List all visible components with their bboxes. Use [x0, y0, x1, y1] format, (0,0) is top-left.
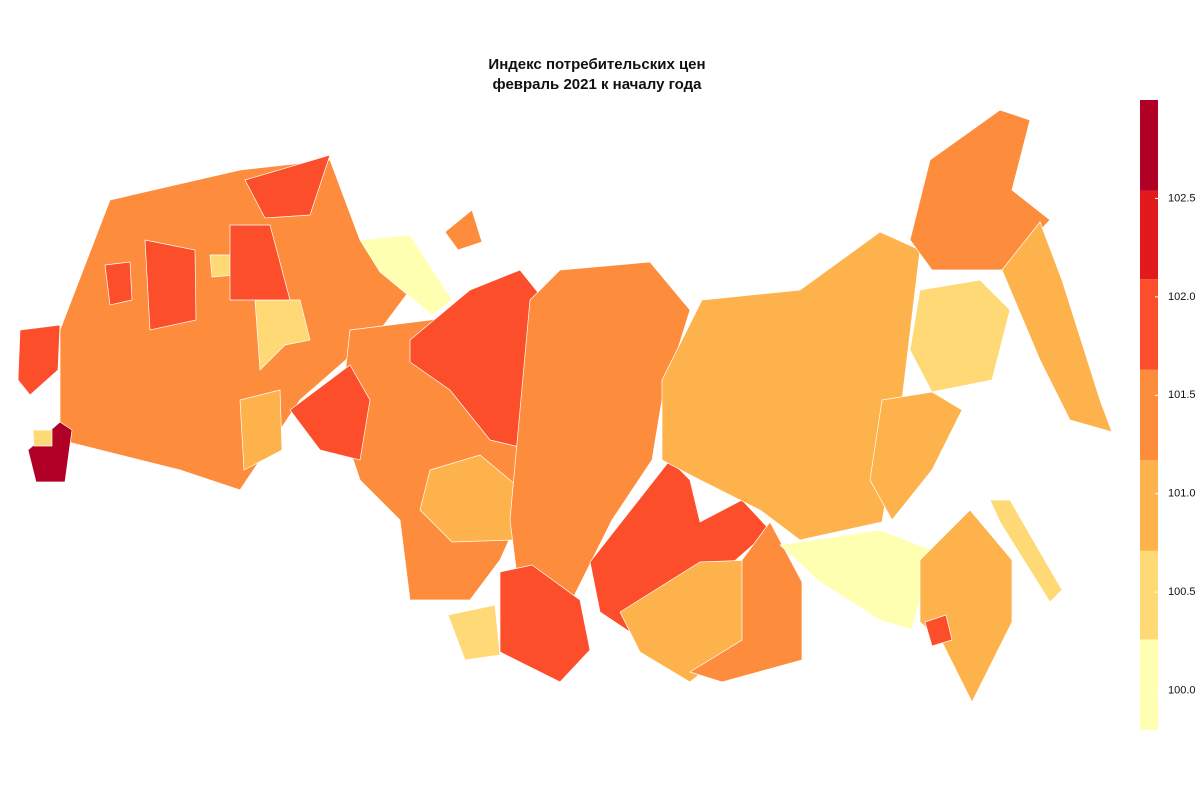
- region: [419, 454, 523, 543]
- region: [919, 509, 1013, 703]
- region: [909, 109, 1051, 271]
- colorbar-tick-label: 100.5: [1168, 586, 1196, 598]
- colorbar-tick-label: 102.5: [1168, 192, 1196, 204]
- region: [229, 224, 291, 301]
- region: [689, 521, 803, 683]
- colorbar-bin: [1140, 369, 1158, 461]
- colorbar-bin: [1140, 279, 1158, 370]
- colorbar-bin: [1140, 550, 1158, 640]
- region: [104, 261, 133, 306]
- region: [909, 279, 1011, 393]
- colorbar-bin: [1140, 460, 1158, 551]
- region: [144, 239, 197, 331]
- regions: [17, 109, 1113, 703]
- region: [444, 209, 483, 251]
- region: [869, 391, 963, 521]
- region: [289, 364, 371, 461]
- region: [989, 499, 1063, 603]
- region: [32, 429, 53, 447]
- region: [779, 529, 933, 631]
- region: [244, 154, 331, 219]
- region: [359, 234, 453, 316]
- region: [254, 299, 311, 371]
- colorbar-bin: [1140, 100, 1158, 191]
- region: [17, 324, 61, 396]
- colorbar-tick-label: 101.5: [1168, 389, 1196, 401]
- colorbar-bin: [1140, 639, 1158, 730]
- title-line: февраль 2021 к началу года: [493, 76, 703, 93]
- region: [924, 614, 953, 647]
- region: [239, 389, 283, 471]
- region: [27, 421, 73, 483]
- colorbar: 100.0 100.5 101.0 101.5 102.0 102.5: [1140, 100, 1196, 730]
- region: [1001, 221, 1113, 433]
- title-line: Индекс потребительских цен: [488, 56, 705, 73]
- region: [447, 604, 501, 661]
- region: [499, 564, 591, 683]
- colorbar-tick-label: 100.0: [1168, 685, 1196, 697]
- colorbar-bin: [1140, 190, 1158, 280]
- colorbar-tick-label: 101.0: [1168, 488, 1196, 500]
- colorbar-tick-label: 102.0: [1168, 291, 1196, 303]
